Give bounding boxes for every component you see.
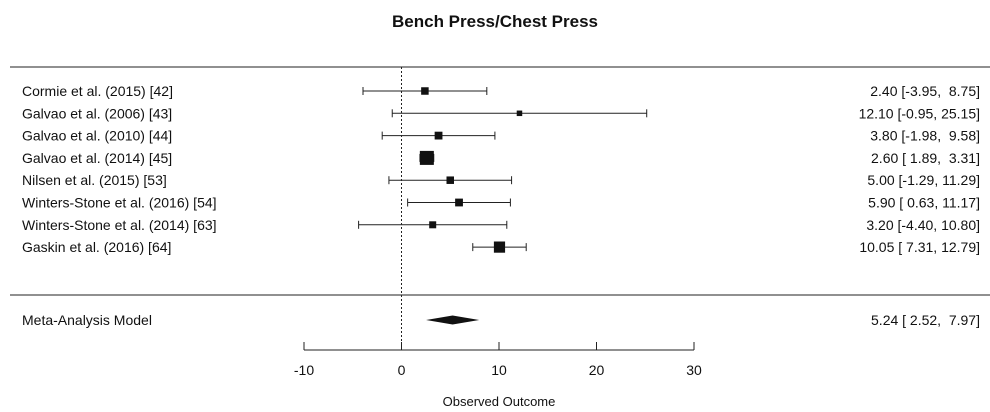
estimate-text: 5.00 [-1.29, 11.29] — [867, 172, 980, 188]
estimate-text: 10.05 [ 7.31, 12.79] — [859, 239, 980, 255]
x-axis: -10 0 10 20 30 — [294, 342, 702, 378]
x-axis-label: Observed Outcome — [443, 394, 556, 409]
x-tick-label: 30 — [686, 362, 702, 378]
study-label: Galvao et al. (2014) [45] — [22, 150, 172, 166]
chart-title: Bench Press/Chest Press — [392, 12, 598, 31]
point-estimate — [455, 198, 463, 207]
estimate-text: 3.80 [-1.98, 9.58] — [870, 128, 980, 144]
study-row: Galvao et al. (2010) [44] 3.80 [-1.98, 9.… — [22, 128, 980, 144]
study-row: Cormie et al. (2015) [42] 2.40 [-3.95, 8.… — [22, 83, 980, 99]
study-row: Winters-Stone et al. (2016) [54] 5.90 [ 0… — [22, 195, 980, 211]
x-tick-label: 0 — [398, 362, 406, 378]
x-tick-label: 10 — [491, 362, 507, 378]
estimate-text: 2.60 [ 1.89, 3.31] — [871, 150, 980, 166]
point-estimate — [419, 150, 434, 165]
study-row: Nilsen et al. (2015) [53] 5.00 [-1.29, 11… — [22, 172, 980, 188]
study-label: Nilsen et al. (2015) [53] — [22, 172, 167, 188]
point-estimate — [446, 176, 454, 184]
estimate-text: 5.90 [ 0.63, 11.17] — [868, 195, 980, 211]
summary-diamond — [426, 315, 480, 325]
study-row: Gaskin et al. (2016) [64] 10.05 [ 7.31, 1… — [22, 239, 980, 255]
study-label: Gaskin et al. (2016) [64] — [22, 239, 171, 255]
x-tick-label: 20 — [589, 362, 605, 378]
study-row: Winters-Stone et al. (2014) [63] 3.20 [-4… — [22, 217, 980, 233]
point-estimate — [429, 221, 437, 229]
point-estimate — [421, 87, 429, 95]
estimate-text: 2.40 [-3.95, 8.75] — [870, 83, 980, 99]
point-estimate — [434, 131, 443, 140]
study-label: Galvao et al. (2006) [43] — [22, 105, 172, 121]
study-row: Galvao et al. (2006) [43] 12.10 [-0.95, 2… — [22, 105, 980, 121]
estimate-text: 12.10 [-0.95, 25.15] — [859, 105, 980, 121]
study-label: Cormie et al. (2015) [42] — [22, 83, 173, 99]
study-label: Galvao et al. (2010) [44] — [22, 128, 172, 144]
study-label: Winters-Stone et al. (2014) [63] — [22, 217, 217, 233]
x-tick-label: -10 — [294, 362, 314, 378]
summary-row: Meta-Analysis Model 5.24 [ 2.52, 7.97] — [22, 312, 980, 328]
summary-estimate-text: 5.24 [ 2.52, 7.97] — [871, 312, 980, 328]
point-estimate — [493, 241, 506, 253]
study-label: Winters-Stone et al. (2016) [54] — [22, 195, 217, 211]
summary-label: Meta-Analysis Model — [22, 312, 152, 328]
estimate-text: 3.20 [-4.40, 10.80] — [866, 217, 980, 233]
study-row: Galvao et al. (2014) [45] 2.60 [ 1.89, 3.… — [22, 150, 980, 166]
point-estimate — [516, 110, 523, 117]
